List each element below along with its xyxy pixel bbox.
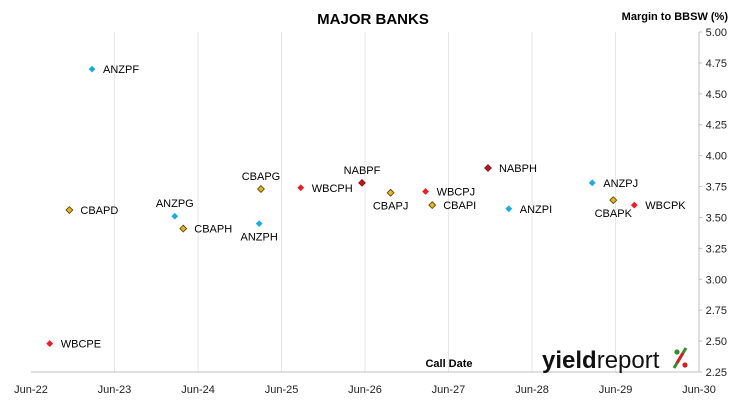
data-label-cbapk: CBAPK (595, 208, 633, 220)
logo-text-bold: yield (542, 347, 597, 374)
data-point-wbcph (297, 184, 305, 192)
y-tick-label: 2.75 (706, 305, 727, 317)
x-tick-label: Jun-27 (432, 384, 466, 396)
data-point-wbcpk (630, 201, 638, 209)
data-points: WBCPE CBAPD ANZPF ANZPG CBAPH ANZPH CBAPG WBCPH… (46, 64, 686, 351)
data-point-cbapd (65, 206, 74, 215)
data-point-cbapj (386, 188, 395, 197)
x-tick-label: Jun-26 (348, 384, 382, 396)
y-tick-label: 3.00 (706, 274, 727, 286)
data-point-anzpf (88, 65, 96, 73)
data-label-nabph: NABPH (499, 163, 537, 175)
y-tick-labels: 2.25 2.50 2.75 3.00 3.25 3.50 3.75 4.00 4.25 4.50… (699, 27, 727, 379)
data-point-cbaph (179, 224, 188, 233)
x-tick-label: Jun-28 (515, 384, 549, 396)
y-tick-label: 5.00 (706, 27, 727, 39)
x-tick-label: Jun-22 (14, 384, 48, 396)
y-tick-label: 2.50 (706, 336, 727, 348)
data-label-nabpf: NABPF (344, 165, 381, 177)
y-tick-label: 4.00 (706, 151, 727, 163)
data-label-anzpf: ANZPF (103, 64, 139, 76)
data-label-wbcpk: WBCPK (645, 200, 686, 212)
y-tick-label: 2.25 (706, 367, 727, 379)
y-axis-title: Margin to BBSW (%) (622, 11, 729, 23)
data-label-cbapi: CBAPI (443, 200, 476, 212)
data-label-anzpi: ANZPI (520, 204, 552, 216)
data-point-anzpg (171, 212, 179, 220)
x-tick-labels: Jun-22 Jun-23 Jun-24 Jun-25 Jun-26 Jun-27 Jun-… (14, 384, 716, 396)
data-point-nabpf (358, 179, 366, 187)
data-label-cbaph: CBAPH (194, 224, 232, 236)
data-label-anzph: ANZPH (241, 232, 278, 244)
x-tick-label: Jun-24 (181, 384, 215, 396)
logo-text-light: report (597, 347, 660, 374)
data-point-cbapi (428, 201, 437, 210)
chart-title: MAJOR BANKS (317, 11, 429, 28)
y-tick-label: 4.25 (706, 120, 727, 132)
x-tick-label: Jun-23 (98, 384, 132, 396)
yieldreport-logo: yieldreport (542, 347, 688, 374)
y-tick-label: 3.25 (706, 243, 727, 255)
x-tick-label: Jun-30 (682, 384, 716, 396)
data-label-wbcph: WBCPH (312, 183, 353, 195)
y-tick-label: 4.75 (706, 58, 727, 70)
data-point-cbapg (257, 185, 265, 193)
y-tick-label: 4.50 (706, 89, 727, 101)
data-label-wbcpj: WBCPJ (437, 186, 476, 198)
data-point-cbapk (609, 196, 618, 205)
percent-sign-icon (672, 347, 688, 369)
data-point-wbcpe (46, 340, 54, 347)
data-point-anzph (255, 220, 263, 228)
logo-wordmark: yieldreport (542, 347, 660, 374)
data-label-anzpj: ANZPJ (603, 178, 638, 190)
data-point-nabph (484, 164, 492, 172)
data-point-anzpj (588, 179, 596, 187)
x-axis-title: Call Date (425, 358, 472, 370)
data-label-cbapj: CBAPJ (373, 201, 408, 213)
data-point-anzpi (505, 205, 513, 213)
y-tick-label: 3.50 (706, 212, 727, 224)
data-label-cbapg: CBAPG (242, 171, 281, 183)
data-label-wbcpe: WBCPE (61, 339, 101, 351)
y-tick-label: 3.75 (706, 182, 727, 194)
x-tick-label: Jun-29 (599, 384, 633, 396)
x-tick-label: Jun-25 (265, 384, 299, 396)
data-label-anzpg: ANZPG (156, 198, 194, 210)
data-point-wbcpj (422, 188, 429, 195)
data-label-cbapd: CBAPD (80, 205, 118, 217)
